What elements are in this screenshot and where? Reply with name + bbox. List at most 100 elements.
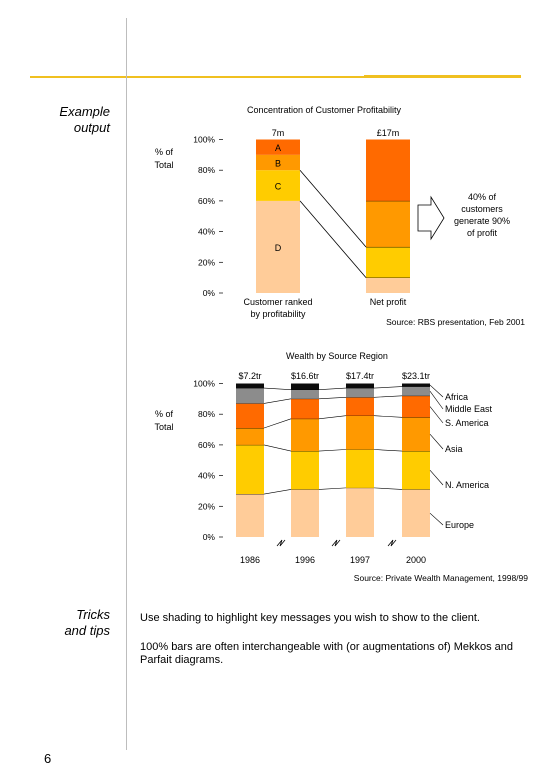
chart2-connector-line [373,395,403,398]
header-rule-left [30,76,364,78]
chart2-connector-line [373,449,403,452]
chart2-legend-leader [429,390,444,410]
example-label-line2: output [73,120,110,135]
chart1-ytick-label: 20% [198,257,215,267]
chart2-ylabel-line1: % of [155,409,174,419]
chart2-bar-segment [236,383,264,389]
chart1-bar-top-label: £17m [377,128,400,138]
chart1-connector-line [299,169,367,248]
chart2-category-label: 2000 [406,555,426,565]
chart1-bar-segment [366,277,410,293]
chart2-connector-line [263,418,292,429]
chart2-bar-segment [346,388,374,398]
chart2-bar-top-label: $7.2tr [238,371,261,381]
chart1-ytick-label: 40% [198,227,215,237]
example-label-line1: Example [59,104,110,119]
chart2-bar-segment [236,388,264,404]
chart2-bar-segment [346,383,374,389]
chart1-ytick-label: 80% [198,165,215,175]
chart2-bar-segment [236,403,264,429]
chart1-ytick-label: 60% [198,196,215,206]
chart1-ytick-label: 100% [193,135,215,145]
chart2-bar-segment [291,389,319,399]
chart2-axis-break-mark [276,539,286,547]
chart2-axis-break-mark [331,539,341,547]
chart2-category-label: 1986 [240,555,260,565]
chart2-bar-segment [236,428,264,445]
chart2-connector-line [373,386,403,389]
chart2-bar-segment [291,418,319,452]
chart2-connector-line [318,415,347,420]
chart2-bar-segment [402,395,430,418]
chart2-bar-top-label: $16.6tr [291,371,319,381]
chart2-bar-segment [346,397,374,416]
chart1-segment-label: D [275,243,282,253]
chart2-category-label: 1996 [295,555,315,565]
page-number: 6 [44,751,52,766]
chart2-bar-top-label: $23.1tr [402,371,430,381]
chart1-category-label: by profitability [250,309,306,319]
chart1-bar-segment [256,139,300,155]
chart2-legend-entry: N. America [445,480,489,490]
chart2-legend-leader [429,433,444,450]
chart2-bar-segment [291,451,319,490]
chart2-ytick-label: 60% [198,440,215,450]
chart1-bar-segment [256,170,300,201]
chart1-ylabel-line2: Total [154,160,173,170]
chart2-bar-segment [236,494,264,537]
chart1-segment-label: C [275,182,282,192]
vertical-divider [126,18,127,750]
chart1-bar-segment [366,200,410,247]
chart2-bar-segment [402,451,430,490]
chart2-legend-entry: Africa [445,392,468,402]
chart1-ylabel-line1: % of [155,147,174,157]
chart1-category-label: Customer ranked [243,297,312,307]
chart2-legend-entry: Europe [445,520,474,530]
chart2-legend-leader [429,406,444,424]
chart2-axis-break-mark [387,539,397,547]
chart2-bar-segment [402,383,430,387]
tips-label-line1: Tricks [76,607,110,622]
chart1-bar-segment [256,200,300,293]
tricks-and-tips-label: Tricks and tips [64,607,110,639]
chart1-category-label: Net profit [370,297,407,307]
chart2-source: Source: Private Wealth Management, 1998/… [354,573,528,583]
chart2-connector-line [318,397,347,400]
chart2-legend-entry: Middle East [445,404,493,414]
chart2-connector-line [263,398,292,404]
chart2-legend-leader [429,512,444,526]
chart2-ytick-label: 80% [198,409,215,419]
chart1-bar-top-label: 7m [272,128,285,138]
chart2-connector-line [318,449,347,452]
chart1-source: Source: RBS presentation, Feb 2001 [386,317,525,327]
chart2-ytick-label: 0% [203,532,216,542]
chart1-title: Concentration of Customer Profitability [247,105,402,115]
chart2-bar-segment [291,489,319,537]
chart2-connector-line [263,444,292,452]
chart2-connector-line [318,487,347,490]
chart2-bar-segment [402,417,430,452]
chart2-category-label: 1997 [350,555,370,565]
chart1-bar-segment [256,154,300,171]
chart2-bar-segment [291,383,319,390]
chart2-legend-leader [429,384,444,398]
chart1-annotation-text: customers [461,204,503,214]
chart1-annotation-text: 40% of [468,192,497,202]
chart2-connector-line [263,489,292,495]
chart2-bar-segment [346,415,374,450]
chart1-bar-segment [366,139,410,201]
tip-shading: Use shading to highlight key messages yo… [140,612,480,624]
chart2-legend-leader [429,470,444,486]
chart1-connector-line [299,200,367,278]
chart2-connector-line [373,487,403,490]
chart1-segment-label: B [275,159,281,169]
example-output-label: Example output [59,104,110,136]
tip-100-bars: 100% bars are often interchangeable with… [140,641,513,666]
chart1-ytick-label: 0% [203,288,216,298]
header-rule-right [364,75,521,78]
chart2-ylabel-line2: Total [154,422,173,432]
chart1-segment-label: A [275,143,281,153]
tips-label-line2: and tips [64,623,110,638]
chart2-connector-line [263,387,292,390]
